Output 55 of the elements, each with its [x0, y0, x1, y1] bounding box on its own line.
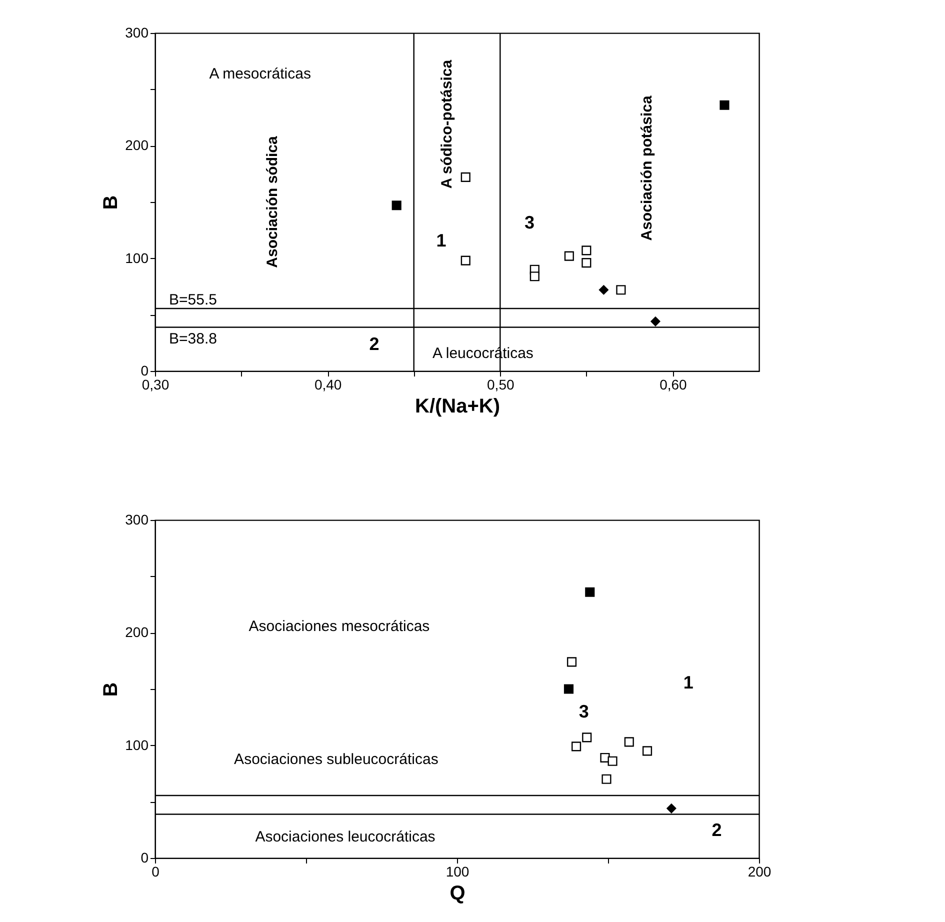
point	[582, 258, 592, 268]
point	[582, 246, 592, 256]
point	[602, 774, 612, 784]
y-axis-title: B	[100, 682, 122, 697]
point	[564, 251, 574, 261]
point	[564, 684, 574, 694]
annotation: 3	[524, 212, 534, 232]
annotation: Asociación potásica	[638, 95, 656, 241]
point	[624, 737, 634, 747]
annotation: 1	[436, 230, 446, 251]
x-tick-label: 0,60	[660, 376, 688, 392]
point	[582, 732, 592, 742]
point	[392, 200, 402, 210]
point	[650, 316, 660, 326]
x-tick-label: 200	[748, 864, 772, 880]
annotation: 1	[683, 672, 694, 692]
point	[460, 256, 470, 266]
ref-line-label: B=55.5	[169, 291, 217, 308]
point	[616, 285, 626, 295]
point	[642, 746, 652, 756]
annotation: 3	[578, 702, 589, 722]
annotation: Asociaciones mesocráticas	[248, 618, 430, 635]
annotation: Asociaciones leucocráticas	[255, 828, 436, 846]
point	[585, 587, 595, 597]
point	[566, 657, 577, 667]
y-tick-label: 200	[125, 624, 149, 640]
point	[460, 172, 470, 182]
y-axis-title: B	[100, 195, 122, 210]
point	[720, 100, 730, 110]
annotation: A mesocráticas	[209, 66, 311, 83]
y-tick-label: 0	[140, 362, 149, 378]
y-tick-label: 0	[140, 850, 149, 866]
ref-line-label: B=38.8	[169, 330, 217, 348]
annotation: 2	[369, 334, 380, 354]
annotation: A sódico-potásica	[438, 59, 456, 189]
annotation: Asociaciones subleucocráticas	[234, 750, 438, 768]
x-tick-label: 0	[152, 864, 160, 880]
x-tick-label: 0,50	[487, 376, 514, 392]
x-axis-title: K/(Na+K)	[414, 396, 500, 418]
point	[608, 756, 618, 766]
y-tick-label: 200	[125, 137, 149, 154]
y-tick-label: 100	[125, 250, 149, 266]
point	[572, 742, 582, 752]
x-tick-label: 0,30	[142, 376, 170, 392]
point	[666, 804, 676, 814]
y-tick-label: 100	[125, 736, 149, 753]
annotation: Asociación sódica	[264, 135, 282, 268]
x-axis-title: Q	[450, 882, 466, 904]
y-tick-label: 300	[125, 24, 149, 40]
y-tick-label: 300	[125, 512, 149, 528]
x-tick-label: 0,40	[314, 376, 342, 392]
x-tick-label: 100	[446, 864, 470, 880]
point	[530, 272, 540, 282]
point	[598, 285, 608, 295]
annotation: 2	[712, 820, 722, 840]
